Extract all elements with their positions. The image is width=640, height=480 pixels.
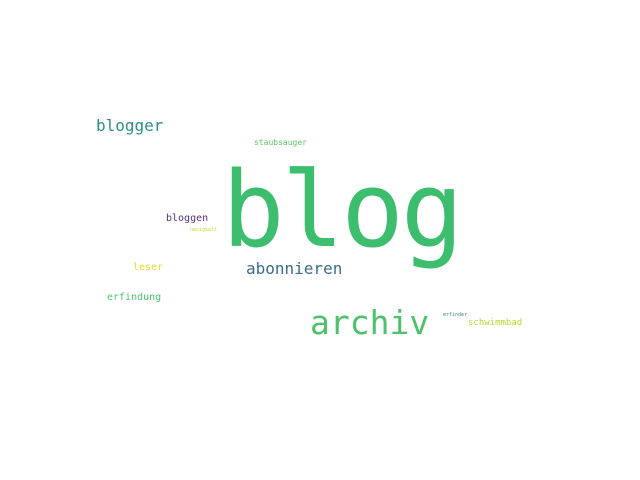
- word-staubsauger: staubsauger: [254, 138, 307, 147]
- word-erfinder: erfinder: [443, 312, 468, 318]
- word-schwimmbad: schwimmbad: [468, 318, 523, 328]
- word-neuigkeit: neuigkeit: [190, 227, 218, 233]
- word-erfindung: erfindung: [107, 292, 162, 303]
- word-leser: leser: [133, 262, 164, 273]
- word-abonnieren: abonnieren: [246, 259, 343, 278]
- word-blogger: blogger: [96, 116, 164, 135]
- word-bloggen: bloggen: [166, 213, 209, 224]
- word-archiv: archiv: [310, 303, 430, 342]
- word-blog: blog: [222, 149, 463, 271]
